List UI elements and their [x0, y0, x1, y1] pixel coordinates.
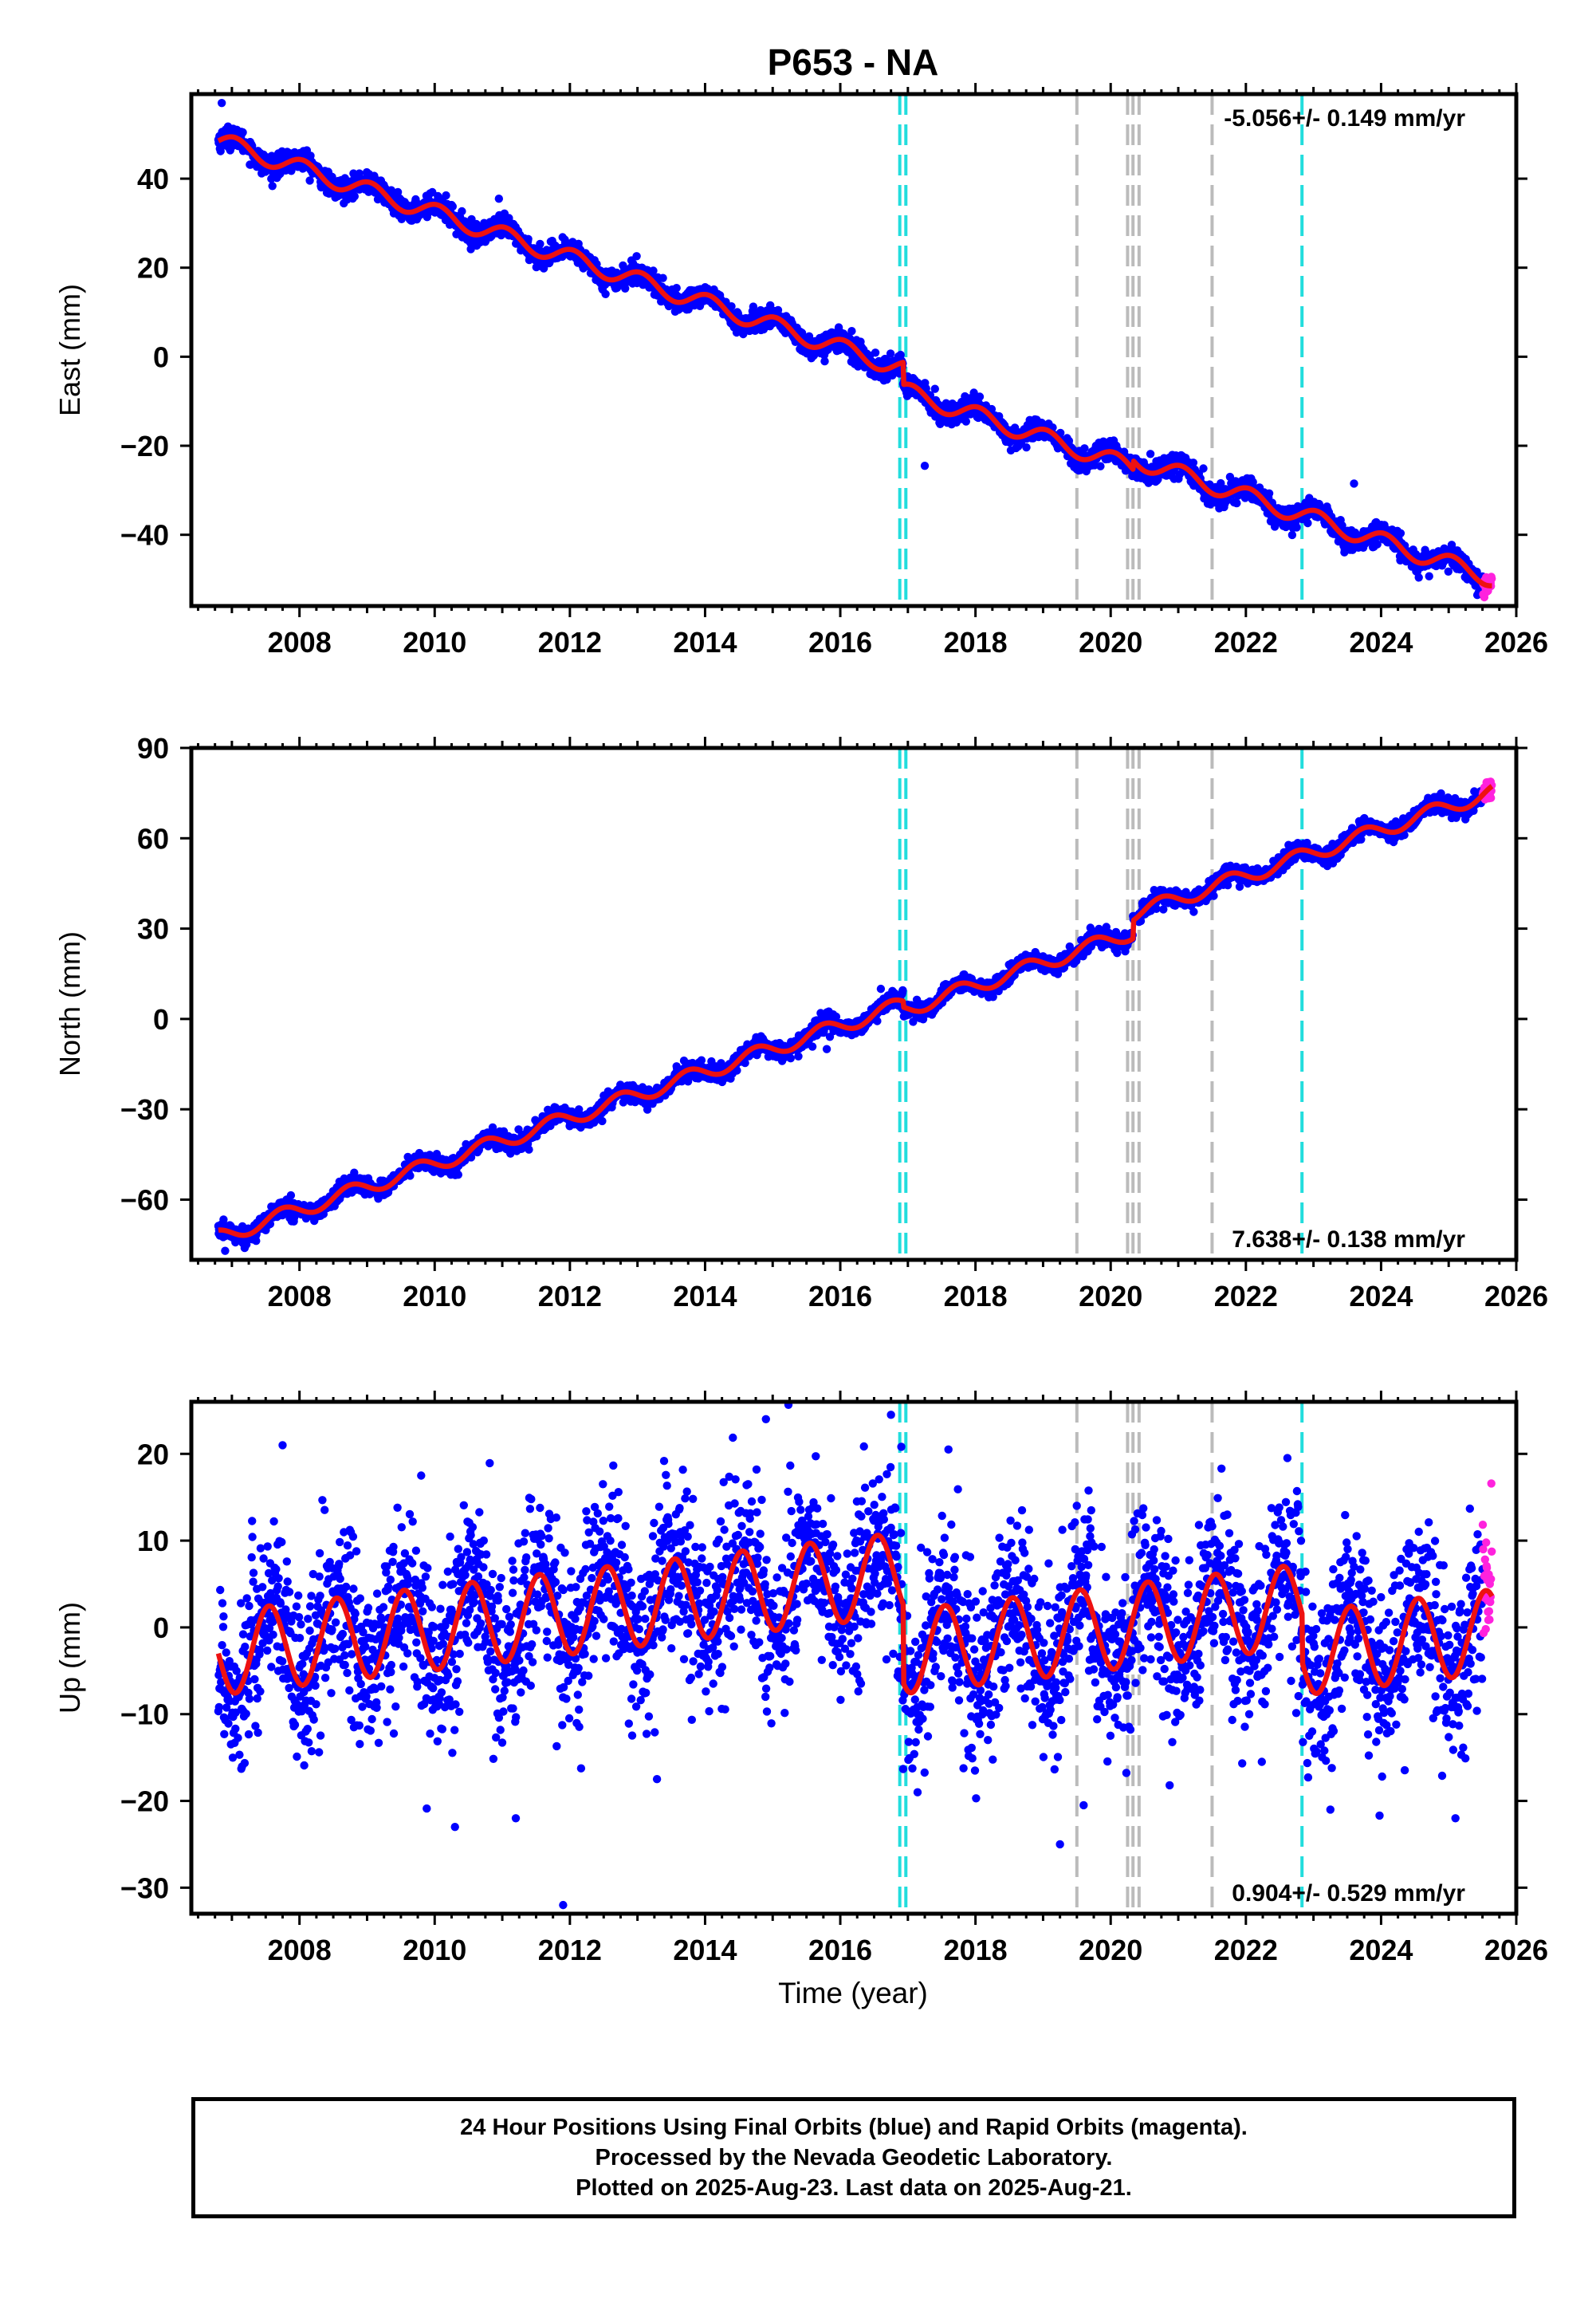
x-tick-label: 2026 [1484, 626, 1548, 659]
final-orbit-point [930, 384, 940, 393]
final-orbit-point [238, 128, 247, 137]
final-orbit-point [305, 176, 314, 185]
final-orbit-point [1350, 479, 1358, 488]
x-tick-label: 2020 [1079, 626, 1142, 659]
final-orbit-point [286, 1190, 296, 1200]
final-orbit-point [497, 230, 505, 240]
final-orbit-point [1189, 458, 1198, 467]
final-orbit-point [1080, 444, 1089, 453]
final-orbit-point [494, 194, 504, 203]
final-orbit-point [268, 182, 277, 191]
y-tick-label: −20 [120, 430, 169, 462]
final-orbit-point [406, 1171, 415, 1180]
final-orbit-point [1022, 443, 1031, 452]
final-orbit-point [632, 252, 641, 261]
final-orbit-point [1346, 544, 1355, 553]
final-orbit-point [649, 266, 658, 275]
plot-area [214, 748, 1496, 1260]
final-orbit-point [1303, 518, 1312, 528]
final-orbit-point [1056, 428, 1065, 438]
final-orbit-point [458, 207, 466, 216]
final-orbit-point [871, 348, 880, 357]
final-orbit-point [1292, 523, 1301, 532]
final-orbit-point [387, 186, 395, 195]
y-tick-label: −40 [120, 519, 169, 552]
final-orbit-point [1146, 450, 1155, 458]
final-orbit-point [525, 1145, 533, 1154]
final-orbit-point [306, 152, 315, 160]
final-orbit-point [961, 417, 971, 426]
final-orbit-point [1396, 529, 1405, 537]
y-axis-label: East (mm) [53, 284, 86, 416]
final-orbit-point [672, 284, 681, 293]
final-orbit-point [216, 147, 225, 155]
final-orbit-point [886, 349, 895, 358]
x-tick-label: 2010 [403, 626, 466, 659]
x-tick-label: 2022 [1214, 626, 1278, 659]
final-orbit-point [920, 461, 930, 470]
final-orbit-point [936, 419, 945, 428]
y-tick-label: 40 [137, 163, 169, 195]
y-tick-label: 20 [137, 252, 169, 285]
x-tick-label: 2014 [673, 626, 737, 659]
final-orbit-point [454, 1171, 462, 1179]
final-orbit-point [854, 362, 863, 371]
final-orbit-point [524, 234, 533, 243]
final-orbit-point [350, 192, 359, 201]
final-orbit-point [442, 191, 450, 200]
final-orbit-point [727, 302, 736, 311]
x-tick-label: 2012 [538, 626, 602, 659]
x-tick-label: 2018 [944, 626, 1008, 659]
final-orbit-point [393, 187, 403, 197]
final-orbit-point [1096, 462, 1105, 470]
final-orbit-point [658, 274, 667, 282]
rate-label: -5.056+/- 0.149 mm/yr [1224, 105, 1465, 132]
x-tick-label: 2008 [268, 626, 332, 659]
final-orbit-point [1425, 572, 1433, 580]
final-orbit-point [975, 392, 985, 401]
final-orbit-point [1217, 478, 1225, 488]
final-orbit-point [1264, 489, 1274, 498]
final-orbit-point [847, 327, 856, 336]
final-orbit-point [987, 404, 997, 414]
rapid-orbit-point [1488, 574, 1496, 583]
north-panel: 2008 2010 2012 2014 2016 2018 2020 2022 2024 2026… [53, 732, 1548, 1312]
chart-title: P653 - NA [768, 41, 939, 83]
final-orbit-point [598, 1116, 607, 1126]
plot-area [214, 94, 1496, 606]
y-tick-label: 0 [153, 340, 169, 373]
final-orbit-point [820, 356, 829, 366]
x-tick-label: 2016 [808, 626, 872, 659]
final-orbit-point [1287, 530, 1297, 540]
final-orbit-point [217, 98, 226, 108]
final-orbit-point [1199, 464, 1208, 473]
final-orbit-point [601, 289, 610, 298]
final-orbit-point [1414, 573, 1423, 582]
east-panel: 2008 2010 2012 2014 2016 2018 2020 2022 2024 2026… [53, 83, 1548, 659]
final-orbit-point [1232, 498, 1241, 508]
x-tick-label: 2024 [1349, 626, 1413, 659]
final-orbit-point [448, 202, 457, 211]
final-orbit-point [536, 239, 544, 249]
